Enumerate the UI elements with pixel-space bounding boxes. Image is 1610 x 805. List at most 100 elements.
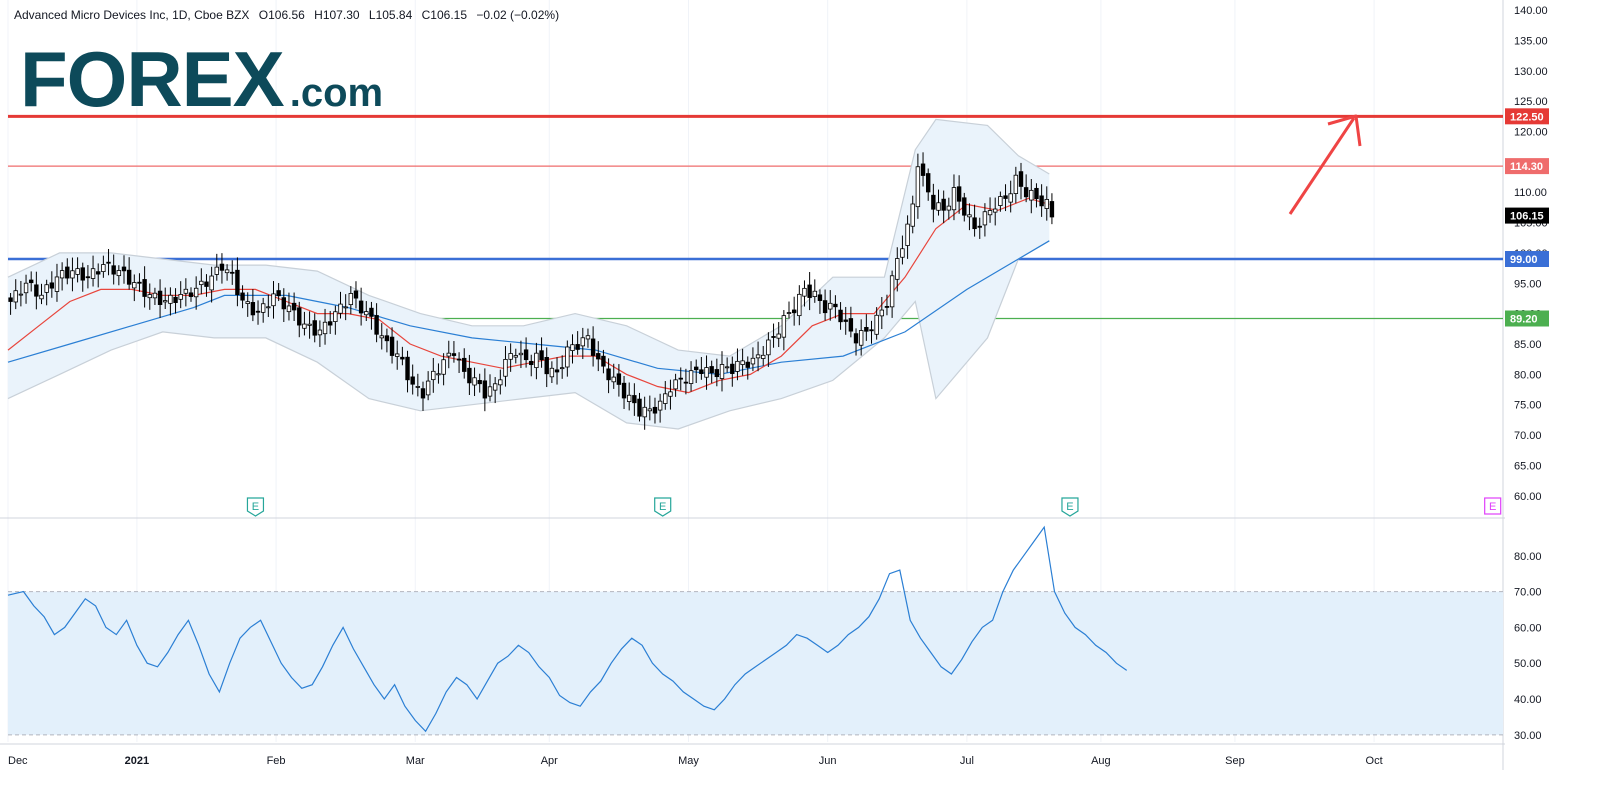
candle-body — [776, 333, 781, 339]
ohlc-open: O106.56 — [258, 8, 305, 22]
candle-body — [446, 352, 451, 357]
candle-body — [683, 381, 689, 384]
candle-body — [900, 248, 905, 258]
candle-body — [65, 266, 70, 279]
earnings-marker-box — [654, 497, 672, 517]
candle-body — [209, 275, 214, 291]
candle-body — [281, 297, 287, 310]
earnings-marker: E — [654, 497, 672, 517]
candle-body — [822, 300, 828, 314]
candle-body — [647, 408, 653, 412]
price-tick-label: 80.00 — [1514, 369, 1542, 381]
candle-body — [626, 394, 632, 402]
candle-body — [147, 294, 152, 299]
candle-body — [554, 369, 560, 373]
candle-body — [28, 279, 34, 284]
candle-body — [925, 173, 931, 193]
candle-body — [956, 186, 962, 202]
earnings-marker-box — [246, 497, 265, 517]
candle-body — [843, 319, 848, 322]
candle-body — [967, 214, 972, 218]
earnings-marker: E — [1484, 497, 1502, 515]
candle-body — [462, 357, 467, 372]
candle-body — [848, 318, 854, 332]
price-tick-label: 75.00 — [1514, 400, 1542, 412]
candle-body — [812, 290, 817, 297]
candle-body — [714, 369, 720, 378]
candle-body — [699, 369, 704, 375]
candle-body — [59, 270, 65, 279]
price-tick-label: 60.00 — [1514, 491, 1542, 503]
candle-body — [121, 266, 127, 272]
candle-body — [322, 321, 328, 335]
candle-body — [807, 284, 812, 298]
candle-body — [791, 309, 797, 314]
level-price-label-bg — [1505, 158, 1549, 175]
candle-body — [276, 290, 281, 297]
candle-body — [1003, 195, 1008, 199]
bollinger-fill — [8, 119, 1050, 430]
candle-body — [467, 367, 472, 384]
candle-body — [616, 373, 622, 385]
candle-body — [523, 349, 529, 361]
candle-body — [204, 281, 209, 287]
arrow-shaft — [1288, 117, 1356, 215]
candle-body — [1044, 199, 1049, 209]
candle-body — [49, 282, 55, 289]
candle-body — [657, 400, 663, 411]
candle-body — [224, 269, 230, 274]
candle-body — [709, 366, 714, 374]
candle-body — [513, 355, 518, 358]
candle-body — [369, 307, 374, 317]
earnings-marker-label: E — [252, 501, 259, 513]
level-price-label: 114.30 — [1510, 161, 1543, 173]
level-price-label-bg — [1505, 108, 1549, 125]
rsi-tick-label: 70.00 — [1514, 587, 1542, 599]
candle-body — [333, 311, 338, 322]
candle-body — [688, 370, 694, 384]
candle-body — [915, 166, 921, 208]
candle-body — [348, 293, 354, 306]
candle-body — [410, 376, 415, 385]
candle-body — [374, 315, 379, 335]
price-tick-label: 120.00 — [1514, 127, 1548, 139]
candle-body — [874, 314, 879, 335]
candle-body — [85, 276, 91, 279]
candle-body — [833, 303, 838, 308]
candle-body — [302, 323, 307, 329]
candle-body — [719, 364, 725, 379]
candle-body — [353, 290, 359, 299]
candle-body — [152, 292, 158, 299]
candle-body — [250, 302, 256, 316]
candle-body — [869, 329, 874, 332]
candle-body — [230, 271, 235, 274]
level-price-label-bg — [1505, 251, 1549, 267]
price-tick-label: 85.00 — [1514, 339, 1542, 351]
rsi-line-path — [7, 525, 1128, 733]
candle-body — [673, 379, 678, 390]
candle-body — [941, 198, 946, 211]
forex-logo: FOREX .com — [20, 40, 383, 118]
level-price-label-bg — [1505, 310, 1549, 327]
candle-body — [18, 293, 24, 296]
candle-body — [802, 287, 807, 297]
candle-body — [694, 366, 699, 371]
earnings-marker-label: E — [1489, 501, 1496, 513]
candle-body — [864, 327, 869, 332]
candle-body — [529, 360, 534, 366]
earnings-marker-box — [1484, 497, 1502, 515]
price-tick-label: 110.00 — [1514, 187, 1547, 199]
ohlc-close: C106.15 — [421, 8, 467, 22]
candle-body — [884, 306, 890, 308]
rsi-tick-label: 80.00 — [1514, 551, 1542, 563]
candle-body — [993, 208, 998, 213]
candle-body — [271, 293, 276, 307]
candle-body — [456, 358, 462, 361]
candle-body — [766, 339, 771, 356]
candle-body — [1029, 189, 1034, 201]
rsi-tick-label: 40.00 — [1514, 694, 1542, 706]
candle-body — [838, 309, 843, 323]
candle-body — [389, 336, 395, 356]
time-tick-label: Apr — [541, 755, 558, 767]
